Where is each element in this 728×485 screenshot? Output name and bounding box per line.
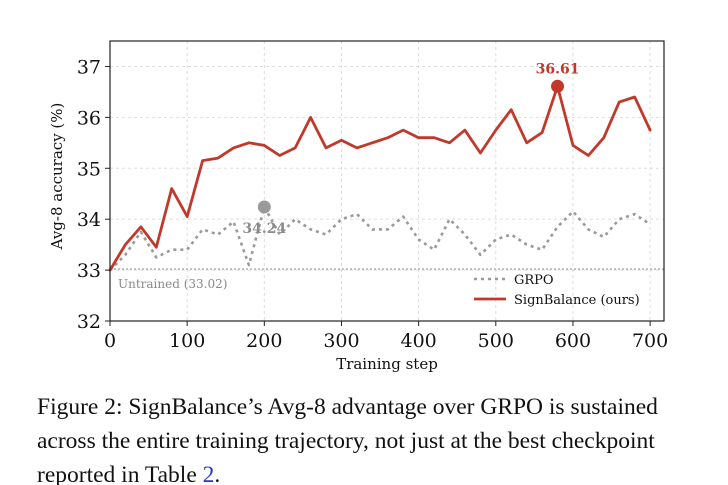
baseline-label: Untrained (33.02) xyxy=(118,277,227,291)
x-tick-label: 100 xyxy=(169,330,205,352)
x-tick-label: 700 xyxy=(632,330,668,352)
x-tick-label: 0 xyxy=(104,330,116,352)
y-tick-label: 35 xyxy=(77,158,101,180)
x-tick-label: 400 xyxy=(401,330,437,352)
chart: Untrained (33.02) 34.24 36.61 0 100 200 300 400… xyxy=(48,40,668,373)
legend-label-grpo: GRPO xyxy=(514,273,554,288)
highlight-label: 34.24 xyxy=(242,221,286,237)
legend-label-signbalance: SignBalance (ours) xyxy=(514,293,640,308)
series-line-grpo xyxy=(109,205,651,272)
table-reference-link[interactable]: 2 xyxy=(202,462,215,485)
caption-end: . xyxy=(214,462,221,485)
x-tick-label: 300 xyxy=(323,330,359,352)
x-tick-label: 200 xyxy=(246,330,282,352)
y-tick-label: 32 xyxy=(77,311,101,333)
y-tick-label: 33 xyxy=(77,260,101,282)
figure-caption: Figure 2: SignBalance’s Avg-8 advantage … xyxy=(37,390,697,485)
y-tick-label: 37 xyxy=(77,56,101,78)
series-line-signbalance xyxy=(108,84,652,272)
y-tick-label: 36 xyxy=(77,107,101,129)
y-tick-label: 34 xyxy=(77,209,101,231)
x-tick-label: 600 xyxy=(555,330,591,352)
highlight-marker xyxy=(257,200,271,214)
plot-frame xyxy=(109,40,665,322)
highlight-label: 36.61 xyxy=(536,61,580,77)
caption-text: Figure 2: SignBalance’s Avg-8 advantage … xyxy=(37,394,658,485)
highlight-marker xyxy=(551,79,565,93)
y-axis-label: Avg-8 accuracy (%) xyxy=(48,103,66,251)
x-tick-label: 500 xyxy=(478,330,514,352)
x-axis-label: Training step xyxy=(336,355,438,373)
